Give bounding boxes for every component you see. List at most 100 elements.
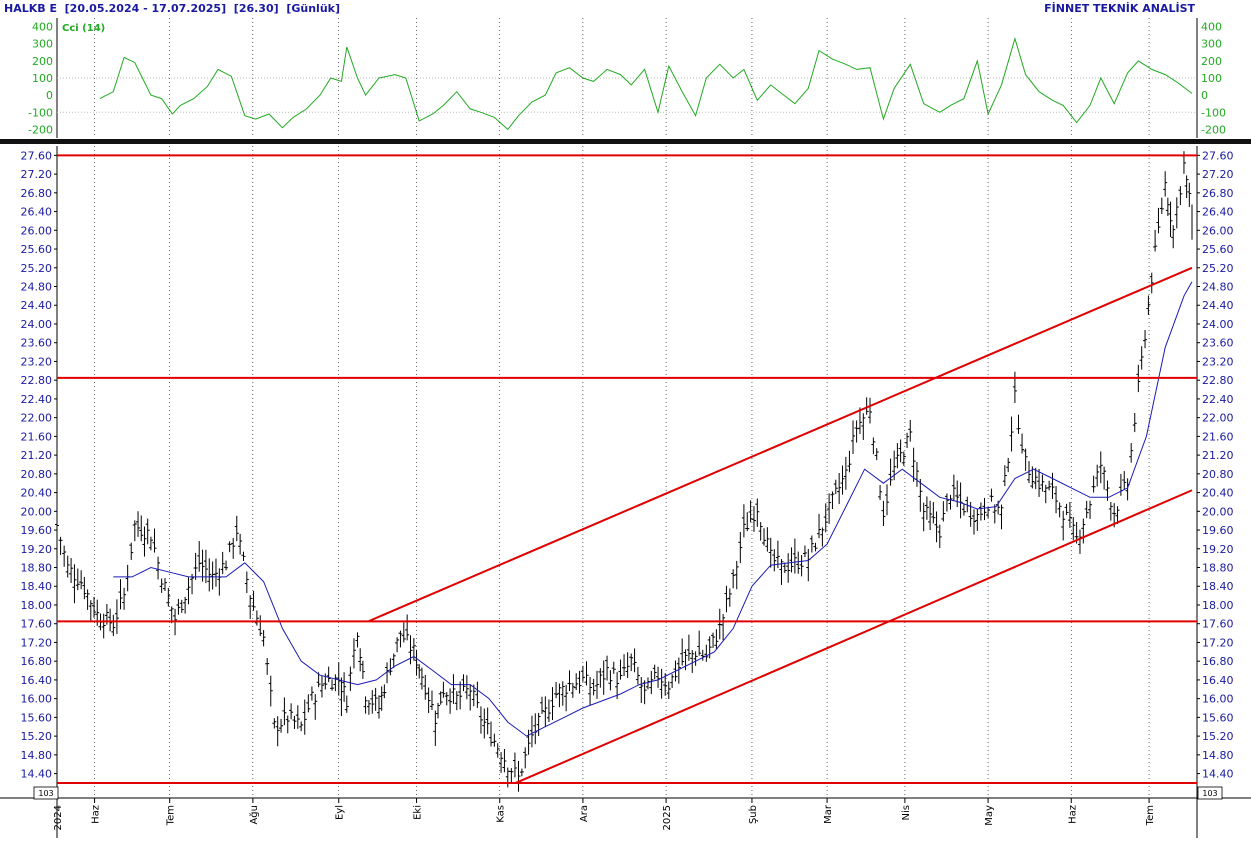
ohlc-bar — [941, 501, 946, 522]
cci-ytick-left-1: 300 — [32, 38, 53, 51]
ohlc-bar — [704, 644, 709, 662]
cci-ytick-left-6: -200 — [28, 123, 53, 136]
ohlc-bar — [82, 576, 87, 600]
cci-ytick-left-3: 100 — [32, 72, 53, 85]
ohlc-bar — [319, 676, 324, 698]
ohlc-bar — [285, 715, 290, 734]
ohlc-bar — [313, 694, 318, 720]
ohlc-bar — [344, 695, 349, 713]
ohlc-bar — [772, 549, 777, 572]
ohlc-bar — [564, 684, 569, 712]
ohlc-bar — [1067, 502, 1072, 528]
ohlc-bar — [471, 684, 476, 707]
xtick-label-4: Eyl — [335, 805, 346, 820]
ohlc-bar — [207, 558, 212, 592]
ohlc-bar — [874, 448, 879, 461]
price-ytick-right-27: 16.80 — [1202, 655, 1234, 668]
ohlc-bar — [227, 541, 232, 553]
cci-ytick-left-4: 0 — [46, 89, 53, 102]
ohlc-bar — [971, 509, 976, 535]
symbol-label: HALKB E — [4, 2, 57, 15]
ohlc-bar — [499, 752, 504, 773]
ohlc-bar — [272, 718, 277, 729]
ohlc-bar — [961, 503, 966, 516]
ohlc-bar — [868, 397, 873, 424]
price-ytick-left-10: 23.60 — [21, 337, 53, 350]
price-ytick-left-23: 18.40 — [21, 580, 53, 593]
ohlc-bar — [608, 670, 613, 691]
ohlc-bar — [574, 673, 579, 691]
ohlc-bar — [348, 666, 353, 691]
ohlc-bar — [1146, 295, 1151, 315]
ohlc-bar — [731, 569, 736, 589]
cci-ytick-left-0: 400 — [32, 21, 53, 34]
ohlc-bar — [193, 552, 198, 580]
brand-label: FİNNET TEKNİK ANALİST — [1044, 2, 1195, 15]
ohlc-bar — [241, 551, 246, 562]
ohlc-bar — [820, 527, 825, 547]
price-ytick-left-5: 25.60 — [21, 243, 53, 256]
ohlc-bar — [738, 531, 743, 564]
ohlc-bar — [405, 614, 410, 641]
ohlc-bar — [1009, 416, 1014, 452]
price-ytick-right-6: 25.20 — [1202, 262, 1234, 275]
ohlc-bar — [690, 650, 695, 673]
ohlc-bar — [1037, 468, 1042, 497]
xtick-label-1: Haz — [91, 805, 102, 824]
ohlc-bar — [711, 632, 716, 648]
ohlc-bar — [1132, 412, 1137, 433]
cci-title: Cci (14) — [62, 23, 105, 34]
xtick-label-3: Ağu — [248, 805, 260, 825]
ohlc-bar — [176, 598, 181, 615]
ohlc-bar — [114, 599, 119, 635]
ohlc-bar — [1187, 182, 1192, 208]
price-ytick-right-15: 21.60 — [1202, 430, 1234, 443]
ohlc-bar — [999, 504, 1004, 530]
ohlc-bar — [238, 533, 243, 555]
ohlc-bar — [475, 681, 480, 708]
ohlc-bar — [159, 578, 164, 593]
ohlc-bar — [741, 504, 746, 538]
price-ytick-right-30: 15.60 — [1202, 711, 1234, 724]
price-ytick-left-33: 14.40 — [21, 768, 53, 781]
ohlc-bar — [543, 696, 548, 727]
ohlc-bar — [639, 677, 644, 704]
price-ytick-left-12: 22.80 — [21, 374, 53, 387]
ohlc-bar — [615, 672, 620, 700]
price-ytick-right-33: 14.40 — [1202, 768, 1234, 781]
ohlc-bar — [1084, 500, 1089, 519]
price-ytick-right-20: 19.60 — [1202, 524, 1234, 537]
ohlc-bar — [727, 588, 732, 607]
ohlc-bar — [401, 622, 406, 643]
ohlc-bar — [326, 666, 331, 683]
cci-ytick-right-3: 100 — [1201, 72, 1222, 85]
ohlc-bar — [342, 672, 347, 702]
ohlc-bar — [670, 674, 675, 688]
ohlc-bar — [598, 668, 603, 688]
ohlc-bar — [813, 542, 818, 552]
scale-badge-text-left: 103 — [38, 789, 53, 798]
ohlc-bar — [451, 674, 456, 704]
ohlc-bar — [560, 681, 565, 706]
ohlc-bar — [186, 577, 191, 605]
price-ytick-left-26: 17.20 — [21, 636, 53, 649]
xtick-label-5: Eki — [413, 805, 424, 820]
ohlc-bar — [652, 664, 657, 680]
ohlc-bar — [948, 494, 953, 510]
ohlc-bar — [492, 733, 497, 747]
ohlc-bar — [714, 629, 719, 650]
ohlc-bar — [802, 545, 807, 558]
ohlc-bar — [292, 715, 297, 729]
ohlc-bar — [1163, 171, 1168, 197]
ohlc-bar — [539, 696, 544, 714]
cci-panel: 400 400 300 300 200 200 100 100 0 0 -100 -100 -200 -2… — [28, 18, 1226, 138]
ohlc-bar — [122, 587, 127, 610]
ohlc-bar — [111, 614, 116, 637]
chart-title: HALKB E [20.05.2024 - 17.07.2025] [26.30… — [4, 2, 340, 15]
ohlc-bar — [1040, 474, 1045, 492]
ohlc-bar — [1033, 467, 1038, 490]
ohlc-bar — [65, 555, 70, 578]
ohlc-bar — [485, 707, 490, 735]
